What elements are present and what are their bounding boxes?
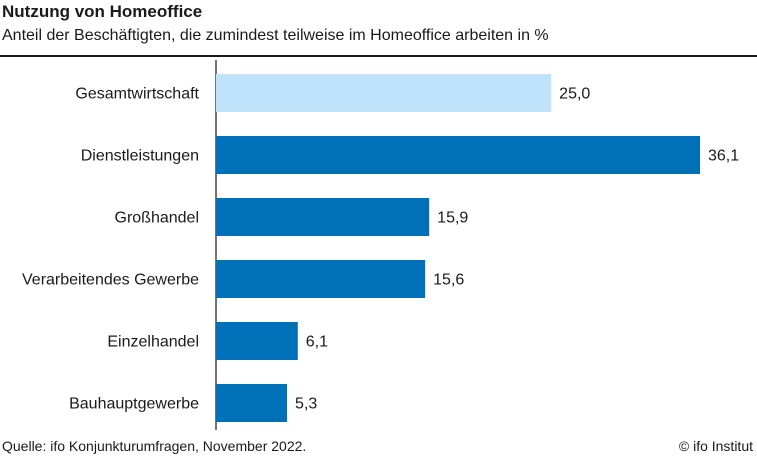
copyright-note: © ifo Institut — [678, 438, 753, 454]
category-label: Gesamtwirtschaft — [75, 86, 199, 103]
value-label: 5,3 — [295, 396, 317, 413]
bar — [216, 384, 288, 422]
chart-subtitle: Anteil der Beschäftigten, die zumindest … — [2, 27, 549, 44]
bar — [216, 198, 430, 236]
header-rule — [0, 55, 757, 57]
category-label: Dienstleistungen — [81, 148, 199, 165]
value-label: 36,1 — [708, 148, 739, 165]
bar — [216, 136, 700, 174]
value-label: 15,9 — [437, 210, 468, 227]
category-label: Verarbeitendes Gewerbe — [22, 272, 199, 289]
category-label: Großhandel — [115, 210, 200, 227]
bar — [216, 260, 426, 298]
category-label: Einzelhandel — [107, 334, 199, 351]
bar — [216, 322, 298, 360]
value-label: 25,0 — [559, 86, 590, 103]
value-label: 15,6 — [433, 272, 464, 289]
value-label: 6,1 — [306, 334, 328, 351]
source-note: Quelle: ifo Konjunkturumfragen, November… — [2, 438, 307, 454]
bar — [216, 74, 552, 112]
bar-chart: Gesamtwirtschaft 25,0 Dienstleistungen 36,1… — [22, 60, 739, 430]
chart-title: Nutzung von Homeoffice — [2, 2, 203, 21]
category-label: Bauhauptgewerbe — [69, 396, 199, 413]
